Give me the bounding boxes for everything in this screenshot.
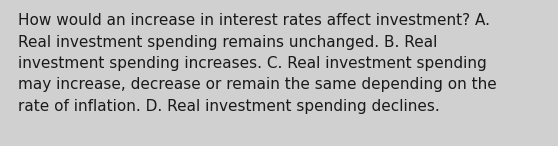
Text: rate of inflation. D. Real investment spending declines.: rate of inflation. D. Real investment sp…	[18, 99, 440, 114]
Text: may increase, decrease or remain the same depending on the: may increase, decrease or remain the sam…	[18, 78, 497, 93]
Text: investment spending increases. C. Real investment spending: investment spending increases. C. Real i…	[18, 56, 487, 71]
Text: Real investment spending remains unchanged. B. Real: Real investment spending remains unchang…	[18, 34, 437, 49]
Text: How would an increase in interest rates affect​ investment? A.: How would an increase in interest rates …	[18, 13, 490, 28]
